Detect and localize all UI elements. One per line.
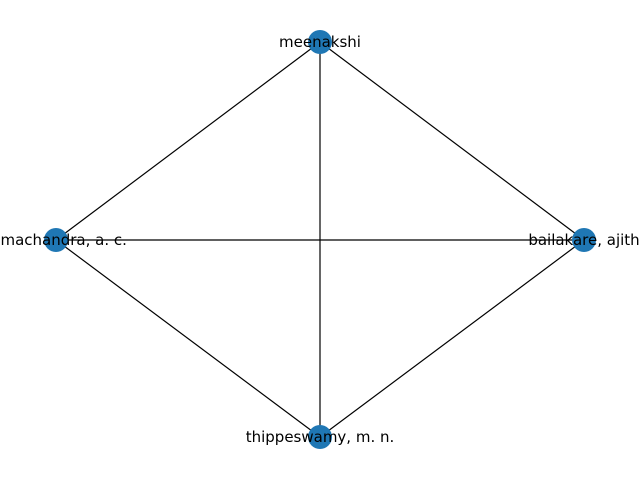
- node-thippeswamy: [308, 425, 332, 449]
- node-bailakare: [572, 228, 596, 252]
- edge-bailakare-thippeswamy: [319, 239, 585, 438]
- node-meenakshi: [308, 30, 332, 54]
- node-label-ramachandra: ramachandra, a. c.: [0, 231, 127, 249]
- edge-ramachandra-thippeswamy: [55, 239, 321, 438]
- edges-layer: [55, 41, 585, 438]
- nodes-layer: [44, 30, 596, 449]
- labels-layer: meenakshi ramachandra, a. c. bailakare, aj…: [0, 33, 640, 446]
- edge-meenakshi-bailakare: [319, 41, 585, 241]
- node-label-bailakare: bailakare, ajith: [528, 231, 639, 249]
- node-ramachandra: [44, 228, 68, 252]
- edge-meenakshi-ramachandra: [55, 41, 321, 241]
- node-label-thippeswamy: thippeswamy, m. n.: [246, 428, 395, 446]
- node-label-meenakshi: meenakshi: [279, 33, 361, 51]
